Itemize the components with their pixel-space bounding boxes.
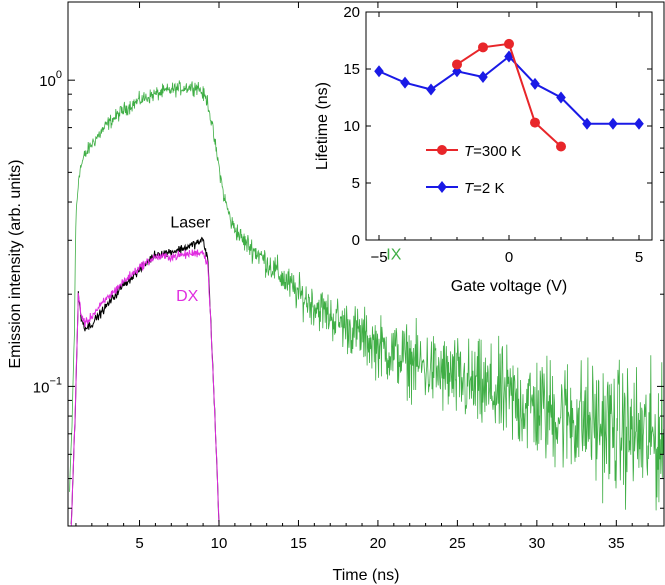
inset-point-t2k	[556, 91, 566, 104]
inset-x-tick-label: 0	[505, 249, 513, 266]
inset-x-tick-label: 5	[635, 249, 643, 266]
inset-legend: T=300 K T=2 K	[426, 143, 521, 197]
series-line-dx	[70, 249, 220, 526]
inset-point-t300k	[504, 38, 514, 49]
series-line-ix	[69, 80, 664, 511]
inset-point-t2k	[426, 83, 436, 96]
main-series-layer	[69, 80, 664, 526]
main-plot-frame	[67, 1, 665, 527]
inset-y-tick-label: 15	[343, 61, 360, 78]
inset-y-axis: 0 5 10 15 20	[343, 4, 652, 249]
x-tick-label: 35	[608, 535, 625, 552]
legend-marker-t300k	[437, 145, 447, 155]
y-tick-label: 10−1	[33, 375, 62, 396]
main-x-axis: 5 10 15 20 25 30 35	[75, 2, 649, 552]
inset-point-t2k	[400, 76, 410, 89]
main-annotations: Laser DX IX	[170, 215, 401, 305]
inset-point-t300k	[478, 42, 488, 53]
x-tick-label: 30	[529, 535, 546, 552]
inset-y-axis-title: Lifetime (ns)	[314, 82, 331, 170]
x-tick-label: 25	[449, 535, 466, 552]
x-tick-label: 5	[135, 535, 143, 552]
annotation-ix: IX	[386, 246, 401, 263]
inset-point-t2k	[608, 117, 618, 130]
inset-series-layer	[374, 38, 644, 152]
x-tick-label: 20	[370, 535, 387, 552]
inset-x-axis-title: Gate voltage (V)	[451, 278, 568, 295]
legend-marker-t2k	[437, 181, 447, 193]
annotation-laser: Laser	[170, 215, 211, 232]
inset-point-t2k	[582, 117, 592, 130]
inset-point-t2k	[374, 65, 384, 78]
inset-point-t300k	[452, 59, 462, 70]
main-x-axis-title: Time (ns)	[333, 567, 400, 584]
inset-y-tick-label: 0	[352, 232, 360, 249]
inset-y-tick-label: 5	[352, 175, 360, 192]
inset-point-t300k	[530, 117, 540, 128]
inset-point-t300k	[556, 141, 566, 152]
inset-y-tick-label: 20	[343, 4, 360, 21]
inset-plot: −5 0 5 0 5 10 15 20 T=300 K T=2 K Gate voltage …	[314, 4, 653, 295]
inset-point-t2k	[478, 70, 488, 83]
inset-point-t2k	[634, 117, 644, 130]
legend-label-t2k: T=2 K	[464, 180, 504, 197]
annotation-dx: DX	[176, 288, 199, 305]
series-line-laser	[70, 236, 220, 525]
inset-background	[366, 12, 652, 240]
inset-y-tick-label: 10	[343, 118, 360, 135]
inset-x-tick-label: −5	[370, 249, 387, 266]
inset-x-axis: −5 0 5	[370, 12, 643, 266]
y-tick-label: 100	[39, 69, 62, 90]
inset-point-t2k	[530, 77, 540, 90]
main-y-axis-title: Emission intensity (arb. units)	[7, 160, 24, 369]
legend-label-t300k: T=300 K	[464, 143, 521, 160]
x-tick-label: 15	[290, 535, 307, 552]
x-tick-label: 10	[211, 535, 228, 552]
